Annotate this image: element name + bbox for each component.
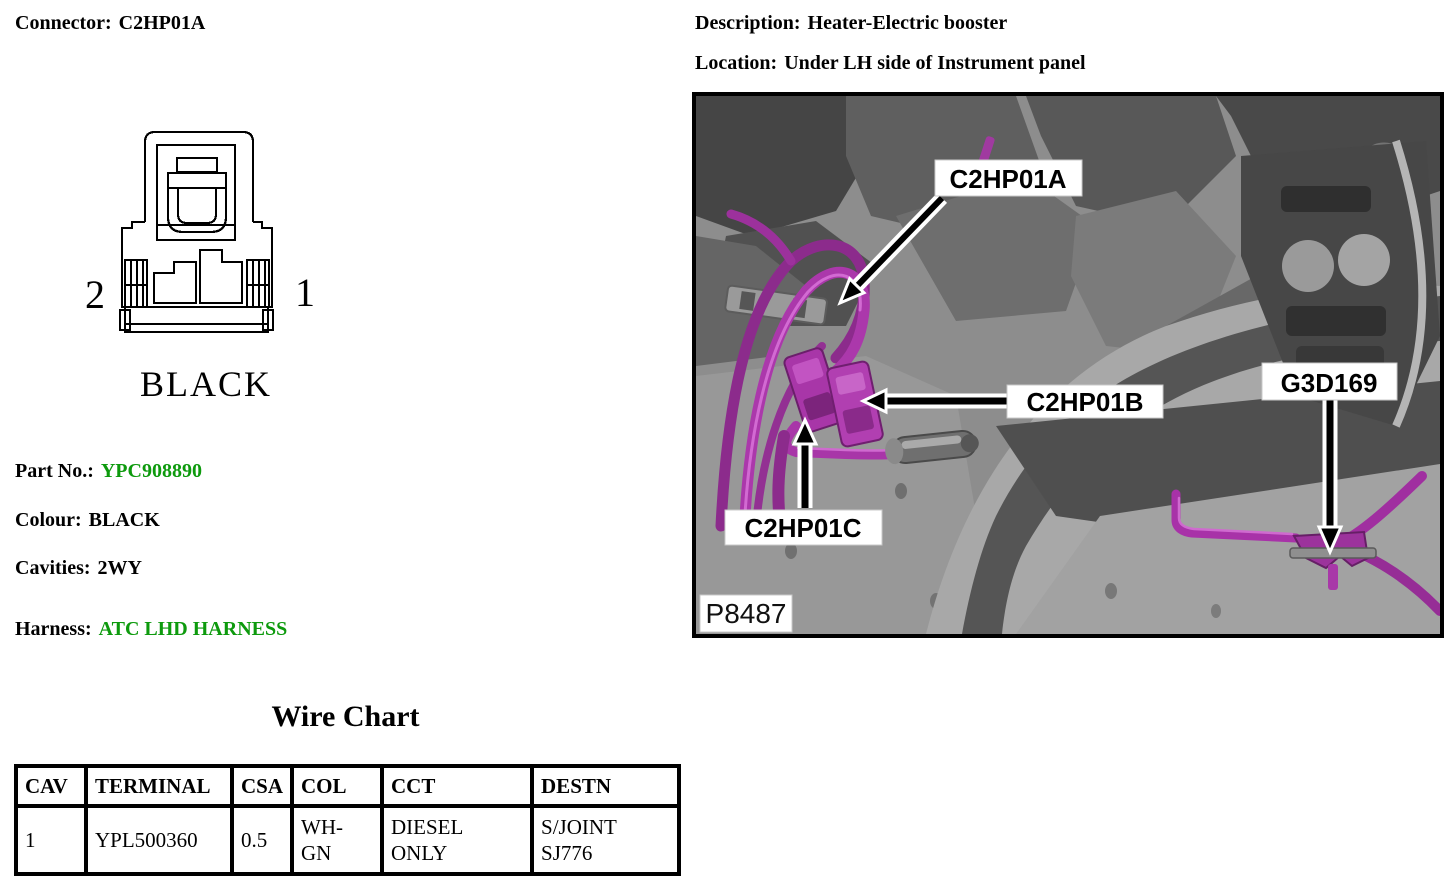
harness-connectors <box>783 347 884 448</box>
part-no-line: Part No.: YPC908890 <box>15 460 202 483</box>
cavities-line: Cavities: 2WY <box>15 557 142 580</box>
callout-g3d169-text: G3D169 <box>1281 368 1378 398</box>
connector-label: Connector: <box>15 12 112 34</box>
col-header-cct: CCT <box>380 764 535 808</box>
location-photo-scene: C2HP01A C2HP01B C2HP01C G3D169 P8487 <box>696 96 1440 634</box>
location-value: Under LH side of Instrument panel <box>784 52 1086 74</box>
part-no-label: Part No.: <box>15 460 94 482</box>
connector-outline <box>118 130 275 334</box>
pin-number-1: 1 <box>295 270 315 315</box>
cavities-value: 2WY <box>97 557 142 579</box>
wire-chart-title: Wire Chart <box>271 700 420 733</box>
col-header-csa: CSA <box>229 764 295 808</box>
arrow-c2hp01c <box>791 416 819 508</box>
arrow-c2hp01b <box>859 387 1007 415</box>
photo-id-badge: P8487 <box>699 594 793 633</box>
description-label: Description: <box>695 12 801 34</box>
callout-labels: C2HP01A C2HP01B C2HP01C G3D169 P8487 <box>699 159 1398 633</box>
col-header-cav: CAV <box>14 764 88 808</box>
part-no-value: YPC908890 <box>100 460 202 482</box>
location-photo: C2HP01A C2HP01B C2HP01C G3D169 P8487 <box>692 92 1444 638</box>
cavity-1 <box>198 248 244 305</box>
connector-value: C2HP01A <box>118 12 206 34</box>
callout-c2hp01a: C2HP01A <box>934 159 1083 197</box>
connector-title: Connector: C2HP01A <box>15 12 205 35</box>
callout-arrows <box>791 193 1344 556</box>
description-line: Description: Heater-Electric booster <box>695 12 1007 35</box>
location-label: Location: <box>695 52 778 74</box>
cavity-2 <box>152 260 198 305</box>
callout-c2hp01c: C2HP01C <box>724 509 883 546</box>
colour-label: Colour: <box>15 509 82 531</box>
callout-g3d169: G3D169 <box>1261 362 1398 401</box>
photo-id-text: P8487 <box>706 598 787 629</box>
callout-c2hp01a-text: C2HP01A <box>949 164 1066 194</box>
col-header-terminal: TERMINAL <box>84 764 234 808</box>
colour-line: Colour: BLACK <box>15 509 160 532</box>
cell-terminal: YPL500360 <box>84 804 234 876</box>
harness-line: Harness: ATC LHD HARNESS <box>15 618 287 641</box>
cell-destn: S/JOINT SJ776 <box>530 804 682 876</box>
connector-face-diagram: 2 1 BLACK <box>85 130 315 404</box>
description-value: Heater-Electric booster <box>807 12 1008 34</box>
wire-chart-row: 1 YPL500360 0.5 WH- GN DIESEL ONLY S/JOI… <box>14 804 682 876</box>
callout-c2hp01b: C2HP01B <box>1006 384 1164 419</box>
location-line: Location: Under LH side of Instrument pan… <box>695 52 1086 75</box>
purple-stub-graphics <box>978 136 995 167</box>
connector-colour-caption: BLACK <box>140 364 272 404</box>
colour-value: BLACK <box>88 509 160 531</box>
cell-cav: 1 <box>14 804 88 876</box>
cell-col: WH- GN <box>290 804 385 876</box>
callout-c2hp01b-text: C2HP01B <box>1026 387 1143 417</box>
cell-cct: DIESEL ONLY <box>380 804 535 876</box>
bolt-cylinder-graphics <box>885 429 979 465</box>
switch-panel-graphics <box>1241 139 1440 428</box>
col-header-destn: DESTN <box>530 764 682 808</box>
wire-chart-table: CAV TERMINAL CSA COL CCT DESTN 1 YPL5003… <box>14 764 682 876</box>
cell-csa: 0.5 <box>229 804 295 876</box>
wire-chart-header-row: CAV TERMINAL CSA COL CCT DESTN <box>14 764 682 808</box>
callout-c2hp01c-text: C2HP01C <box>744 513 861 543</box>
pin-number-2: 2 <box>85 272 105 317</box>
cavities-label: Cavities: <box>15 557 91 579</box>
arrow-c2hp01a <box>837 193 948 306</box>
col-header-col: COL <box>290 764 385 808</box>
harness-label: Harness: <box>15 618 92 640</box>
arrow-g3d169 <box>1316 400 1344 556</box>
harness-value: ATC LHD HARNESS <box>98 618 288 640</box>
